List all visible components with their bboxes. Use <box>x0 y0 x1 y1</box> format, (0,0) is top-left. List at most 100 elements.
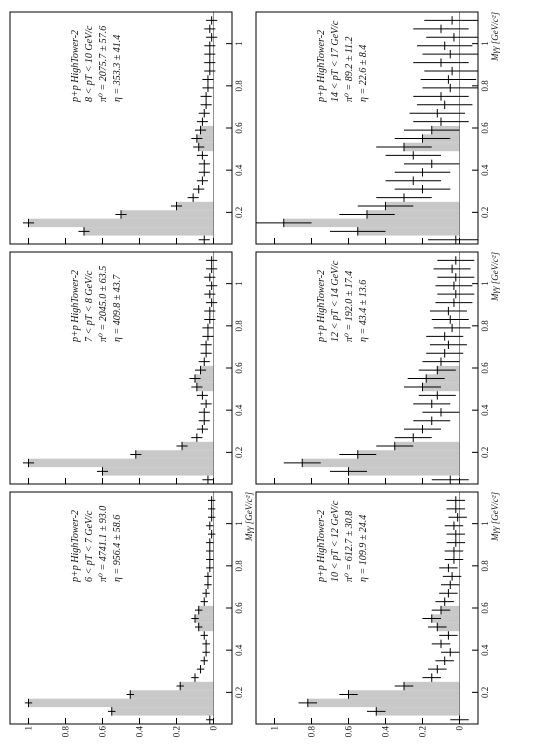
annotation: η = 956.4 ± 58.6 <box>112 515 123 582</box>
plot-area <box>22 12 218 244</box>
data-point <box>444 521 464 530</box>
data-point <box>428 235 478 244</box>
data-point <box>437 273 475 282</box>
panel-subtitle: 6 < pT < 7 GeV/c <box>84 510 95 582</box>
data-point <box>130 450 142 459</box>
annotation: η = 43.4 ± 13.6 <box>358 280 369 342</box>
annotation: η = 409.8 ± 43.7 <box>112 274 123 342</box>
data-point <box>431 475 469 484</box>
data-point <box>404 424 441 434</box>
data-point <box>191 673 199 682</box>
data-point <box>200 399 212 409</box>
data-point <box>413 92 469 101</box>
data-point <box>439 631 458 640</box>
data-point <box>207 513 216 522</box>
data-point <box>435 298 473 307</box>
signal-fill <box>195 614 214 623</box>
data-point <box>206 546 214 556</box>
y-tick-label: 0 <box>455 726 465 731</box>
data-point <box>431 315 469 324</box>
data-point <box>357 201 414 211</box>
signal-fill <box>348 467 460 476</box>
signal-fill <box>135 450 214 459</box>
y-tick-label: 0.8 <box>307 726 317 738</box>
data-point <box>435 656 454 665</box>
data-point <box>170 201 183 211</box>
x-tick-label: 0.8 <box>480 560 490 572</box>
data-point <box>202 475 214 484</box>
data-point <box>416 41 473 50</box>
data-point <box>330 227 386 236</box>
data-point <box>200 656 208 665</box>
x-tick-label: 0.8 <box>234 80 244 92</box>
signal-fill <box>376 707 460 716</box>
data-point <box>115 210 127 219</box>
data-point <box>428 622 447 632</box>
signal-fill <box>28 698 214 708</box>
data-point <box>22 218 35 228</box>
data-point <box>444 546 464 556</box>
data-point <box>413 416 451 425</box>
signal-fill <box>198 605 214 615</box>
data-point <box>437 256 475 265</box>
data-point <box>376 441 414 451</box>
x-tick-label: 1 <box>234 521 244 526</box>
panel-title: p+p HighTower-2 <box>70 270 81 343</box>
data-point <box>204 58 216 67</box>
data-point <box>431 639 451 649</box>
data-point <box>376 142 432 152</box>
data-point <box>204 49 216 59</box>
plot-area <box>283 252 475 484</box>
x-tick-label: 0.6 <box>480 602 490 614</box>
annotation: π⁰ = 612.7 ± 30.8 <box>344 511 355 582</box>
data-point <box>283 458 321 468</box>
x-tick-label: 0.2 <box>234 687 244 698</box>
panel-title: p+p HighTower-2 <box>70 30 81 103</box>
x-tick-label: 0.2 <box>234 447 244 458</box>
data-point <box>446 496 466 505</box>
signal-fill <box>385 201 460 211</box>
data-point <box>404 125 460 135</box>
data-point <box>204 24 216 34</box>
data-point <box>446 504 466 514</box>
annotation: π⁰ = 4741.1 ± 93.0 <box>98 506 109 582</box>
data-point <box>204 289 216 299</box>
data-point <box>198 408 210 417</box>
panel-title: p+p HighTower-2 <box>70 510 81 583</box>
data-point <box>196 391 208 400</box>
data-point <box>78 227 90 236</box>
data-point <box>367 707 386 716</box>
data-point <box>24 698 33 708</box>
x-tick-label: 1 <box>480 521 490 526</box>
data-point <box>441 580 460 590</box>
data-point <box>176 681 184 691</box>
data-point <box>204 306 216 316</box>
data-point <box>198 235 210 244</box>
signal-fill <box>348 690 460 699</box>
x-tick-label: 0.8 <box>480 320 490 332</box>
data-point <box>200 92 212 101</box>
data-point <box>428 664 447 674</box>
y-tick-label: 0.2 <box>418 726 428 737</box>
data-point <box>256 218 312 228</box>
x-tick-label: 0.4 <box>480 164 490 176</box>
signal-fill <box>196 134 214 143</box>
data-point <box>196 151 208 160</box>
data-point <box>189 374 201 383</box>
data-point <box>193 142 205 152</box>
data-point <box>206 563 214 573</box>
data-point <box>394 184 451 194</box>
data-point <box>330 467 367 476</box>
data-point <box>207 504 216 514</box>
data-point <box>407 374 445 383</box>
x-axis-label: Mγγ [GeV/c²] <box>490 12 500 63</box>
data-point <box>394 681 414 691</box>
data-point <box>206 281 218 290</box>
data-point <box>204 580 212 590</box>
data-point <box>422 49 478 59</box>
data-point <box>339 210 395 219</box>
data-point <box>426 332 464 341</box>
x-tick-label: 0.4 <box>234 644 244 656</box>
